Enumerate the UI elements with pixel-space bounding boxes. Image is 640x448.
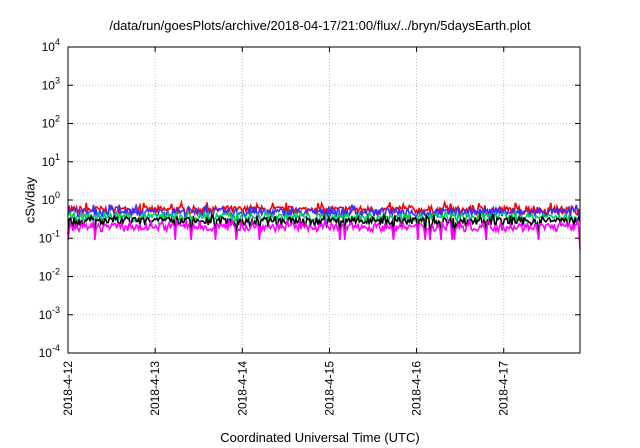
axes: 10-4 10-3 10-2 10-1 100 101 102 103 104 2018-4-12…: [39, 37, 581, 416]
x-tick-label: 2018-4-12: [61, 361, 75, 416]
y-tick-label: 100: [42, 190, 60, 207]
x-tick-label: 2018-4-17: [497, 361, 511, 416]
y-tick-label: 10-4: [39, 343, 60, 360]
y-tick-label: 10-3: [39, 305, 60, 322]
y-tick-label: 103: [42, 75, 60, 92]
x-tick-label: 2018-4-15: [322, 361, 336, 416]
y-axis-label: cSv/day: [22, 176, 38, 224]
x-tick-label: 2018-4-13: [148, 361, 162, 416]
series-line: [67, 207, 581, 225]
y-tick-label: 10-2: [39, 267, 60, 284]
grid-lines: [68, 47, 580, 353]
x-axis-label: Coordinated Universal Time (UTC): [220, 430, 420, 445]
y-tick-label: 101: [42, 152, 60, 169]
x-tick-label: 2018-4-14: [235, 361, 249, 416]
y-tick-label: 102: [42, 114, 60, 131]
chart-title: /data/run/goesPlots/archive/2018-04-17/2…: [109, 18, 531, 33]
x-tick-label: 2018-4-16: [410, 361, 424, 416]
y-tick-label: 104: [42, 37, 60, 54]
plot-area: [67, 199, 581, 250]
y-tick-label: 10-1: [39, 228, 60, 245]
series-line: [67, 216, 581, 250]
plot-frame: [67, 46, 581, 354]
